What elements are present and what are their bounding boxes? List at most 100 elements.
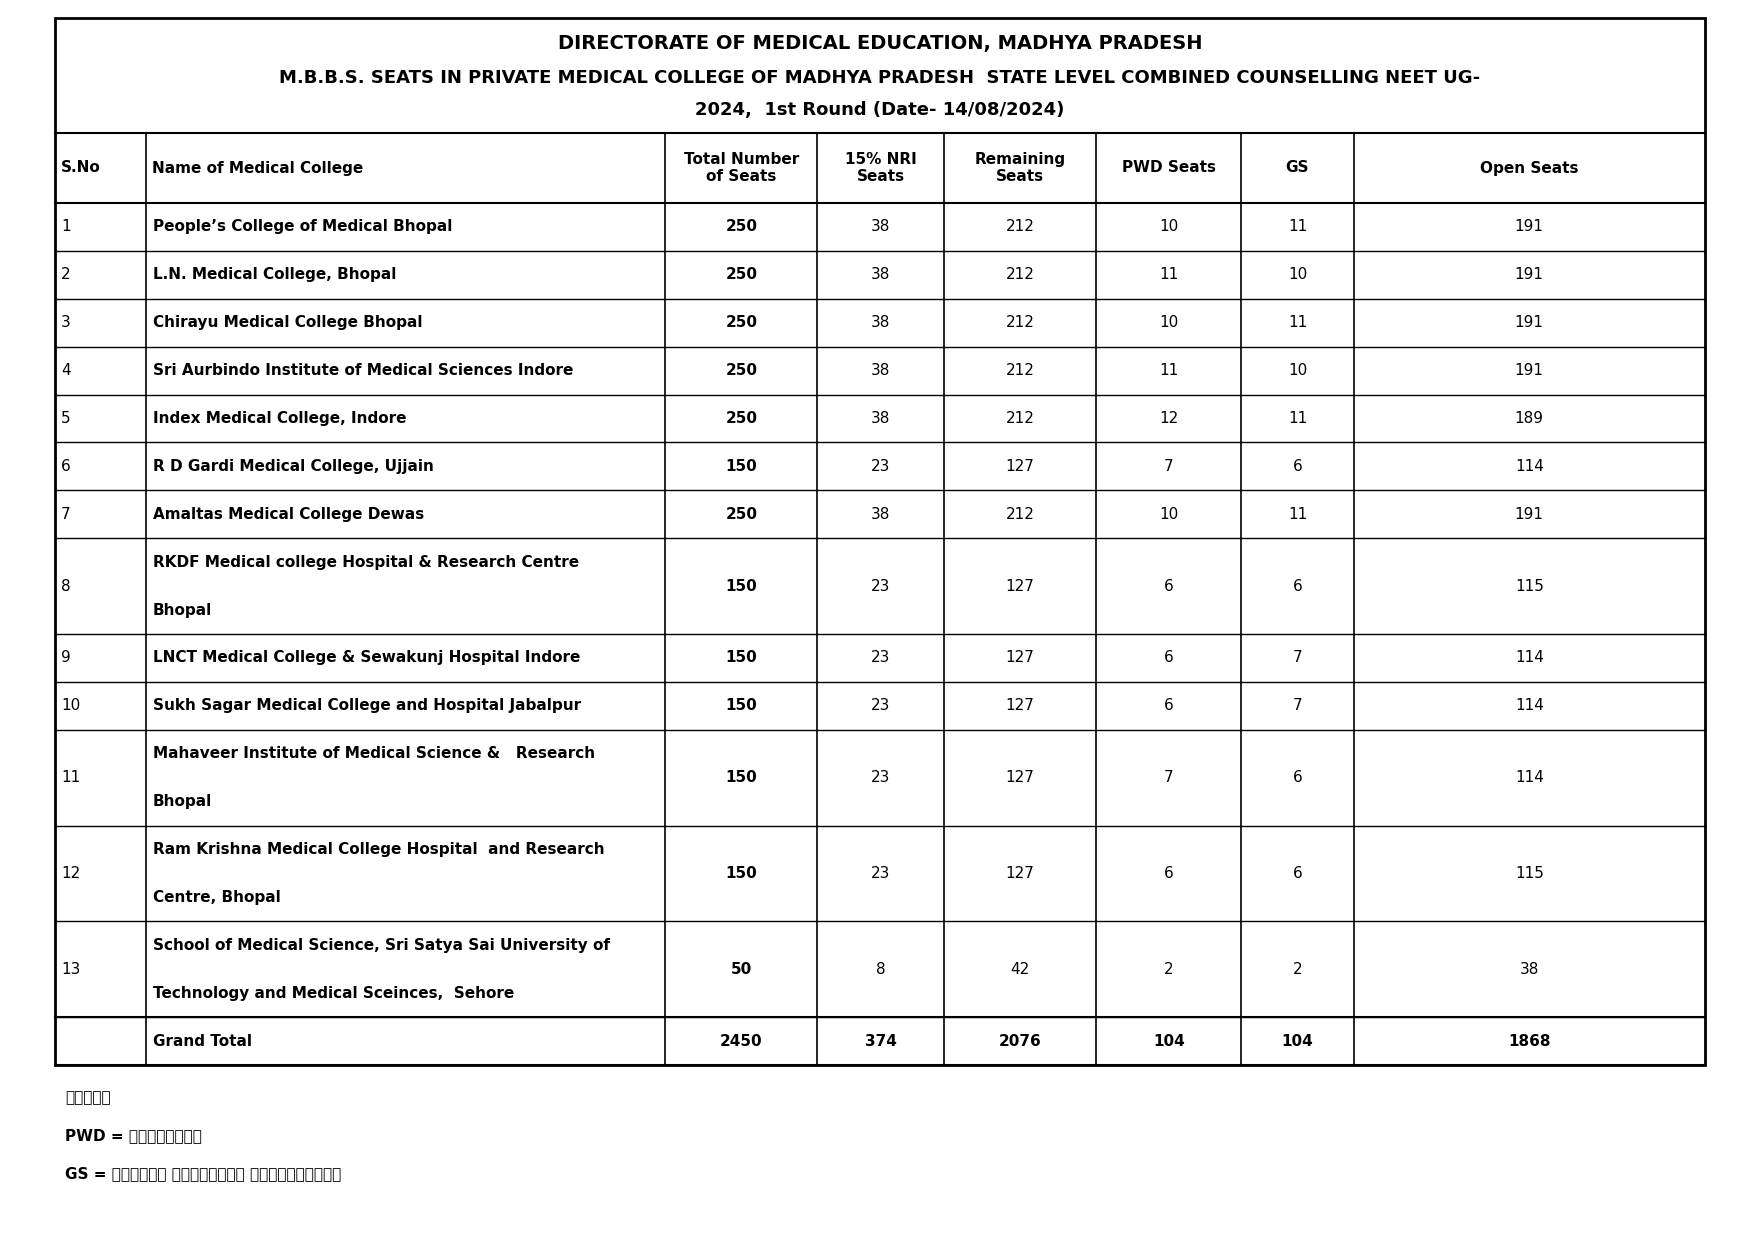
Text: 7: 7 <box>1165 459 1173 474</box>
Text: 150: 150 <box>726 770 758 785</box>
Text: 11: 11 <box>1159 363 1179 378</box>
Text: 6: 6 <box>1165 866 1173 880</box>
Text: 191: 191 <box>1515 268 1544 283</box>
Text: DIRECTORATE OF MEDICAL EDUCATION, MADHYA PRADESH: DIRECTORATE OF MEDICAL EDUCATION, MADHYA… <box>558 33 1201 53</box>
Text: 2: 2 <box>61 268 70 283</box>
Text: 250: 250 <box>726 268 758 283</box>
Text: Centre, Bhopal: Centre, Bhopal <box>153 890 281 905</box>
Text: 250: 250 <box>726 363 758 378</box>
Text: 11: 11 <box>1287 410 1307 427</box>
Text: 15% NRI
Seats: 15% NRI Seats <box>845 151 917 185</box>
Text: 10: 10 <box>1159 507 1179 522</box>
Text: 23: 23 <box>872 579 891 594</box>
Text: 12: 12 <box>61 866 81 880</box>
Text: 38: 38 <box>872 219 891 234</box>
Text: GS: GS <box>1286 160 1308 176</box>
Text: 114: 114 <box>1515 651 1544 666</box>
Text: 127: 127 <box>1005 579 1035 594</box>
Text: Total Number
of Seats: Total Number of Seats <box>684 151 800 185</box>
Text: 150: 150 <box>726 459 758 474</box>
Text: 6: 6 <box>1165 651 1173 666</box>
Text: 11: 11 <box>61 770 81 785</box>
Text: 5: 5 <box>61 410 70 427</box>
Text: 7: 7 <box>1293 698 1301 713</box>
Text: 38: 38 <box>872 410 891 427</box>
Text: Sri Aurbindo Institute of Medical Sciences Indore: Sri Aurbindo Institute of Medical Scienc… <box>153 363 574 378</box>
Text: L.N. Medical College, Bhopal: L.N. Medical College, Bhopal <box>153 268 396 283</box>
Text: 127: 127 <box>1005 651 1035 666</box>
Text: 191: 191 <box>1515 219 1544 234</box>
Text: 212: 212 <box>1005 268 1035 283</box>
Text: Remaining
Seats: Remaining Seats <box>975 151 1066 185</box>
Text: Open Seats: Open Seats <box>1480 160 1579 176</box>
Text: 127: 127 <box>1005 459 1035 474</box>
Text: 212: 212 <box>1005 219 1035 234</box>
Text: 250: 250 <box>726 410 758 427</box>
Text: 6: 6 <box>1293 579 1301 594</box>
Text: 10: 10 <box>1287 268 1307 283</box>
Text: 1: 1 <box>61 219 70 234</box>
Text: 10: 10 <box>1159 315 1179 330</box>
Text: 150: 150 <box>726 651 758 666</box>
Text: 127: 127 <box>1005 698 1035 713</box>
Text: 10: 10 <box>1287 363 1307 378</box>
Text: 115: 115 <box>1515 579 1544 594</box>
Text: GS = शासकीय विद्यालय विद्यार्थी: GS = शासकीय विद्यालय विद्यार्थी <box>65 1166 342 1180</box>
Text: 8: 8 <box>875 962 886 977</box>
Text: R D Gardi Medical College, Ujjain: R D Gardi Medical College, Ujjain <box>153 459 433 474</box>
Text: संकेत: संकेत <box>65 1090 111 1105</box>
Text: 191: 191 <box>1515 315 1544 330</box>
Text: Name of Medical College: Name of Medical College <box>153 160 363 176</box>
Text: LNCT Medical College & Sewakunj Hospital Indore: LNCT Medical College & Sewakunj Hospital… <box>153 651 581 666</box>
Text: School of Medical Science, Sri Satya Sai University of: School of Medical Science, Sri Satya Sai… <box>153 937 610 952</box>
Text: 9: 9 <box>61 651 70 666</box>
Text: 3: 3 <box>61 315 70 330</box>
Text: Ram Krishna Medical College Hospital  and Research: Ram Krishna Medical College Hospital and… <box>153 842 605 857</box>
Text: 4: 4 <box>61 363 70 378</box>
Text: 127: 127 <box>1005 770 1035 785</box>
Text: 7: 7 <box>1293 651 1301 666</box>
Text: 6: 6 <box>1293 866 1301 880</box>
Text: 38: 38 <box>872 268 891 283</box>
Text: Chirayu Medical College Bhopal: Chirayu Medical College Bhopal <box>153 315 423 330</box>
Text: PWD = दिव्यांग: PWD = दिव्यांग <box>65 1128 202 1143</box>
Bar <box>54 19 1705 1065</box>
Text: Grand Total: Grand Total <box>153 1034 253 1049</box>
Text: 38: 38 <box>1519 962 1538 977</box>
Text: Index Medical College, Indore: Index Medical College, Indore <box>153 410 407 427</box>
Text: 2076: 2076 <box>998 1034 1042 1049</box>
Text: 114: 114 <box>1515 459 1544 474</box>
Text: 38: 38 <box>872 507 891 522</box>
Text: 23: 23 <box>872 866 891 880</box>
Text: 23: 23 <box>872 698 891 713</box>
Text: 10: 10 <box>61 698 81 713</box>
Text: RKDF Medical college Hospital & Research Centre: RKDF Medical college Hospital & Research… <box>153 554 579 569</box>
Text: Mahaveer Institute of Medical Science &   Research: Mahaveer Institute of Medical Science & … <box>153 746 595 761</box>
Text: 38: 38 <box>872 363 891 378</box>
Text: 191: 191 <box>1515 507 1544 522</box>
Text: S.No: S.No <box>61 160 100 176</box>
Text: 191: 191 <box>1515 363 1544 378</box>
Text: 23: 23 <box>872 770 891 785</box>
Text: Bhopal: Bhopal <box>153 794 212 810</box>
Text: 127: 127 <box>1005 866 1035 880</box>
Text: 2450: 2450 <box>721 1034 763 1049</box>
Text: 150: 150 <box>726 866 758 880</box>
Text: Amaltas Medical College Dewas: Amaltas Medical College Dewas <box>153 507 424 522</box>
Text: 150: 150 <box>726 579 758 594</box>
Text: 212: 212 <box>1005 410 1035 427</box>
Text: 10: 10 <box>1159 219 1179 234</box>
Text: 6: 6 <box>61 459 70 474</box>
Text: 115: 115 <box>1515 866 1544 880</box>
Text: 114: 114 <box>1515 770 1544 785</box>
Text: 6: 6 <box>1165 698 1173 713</box>
Text: 212: 212 <box>1005 363 1035 378</box>
Text: 374: 374 <box>865 1034 896 1049</box>
Text: 150: 150 <box>726 698 758 713</box>
Text: 104: 104 <box>1282 1034 1314 1049</box>
Text: 114: 114 <box>1515 698 1544 713</box>
Text: 2024,  1st Round (Date- 14/08/2024): 2024, 1st Round (Date- 14/08/2024) <box>695 100 1065 119</box>
Text: PWD Seats: PWD Seats <box>1123 160 1216 176</box>
Text: 189: 189 <box>1515 410 1544 427</box>
Text: 2: 2 <box>1165 962 1173 977</box>
